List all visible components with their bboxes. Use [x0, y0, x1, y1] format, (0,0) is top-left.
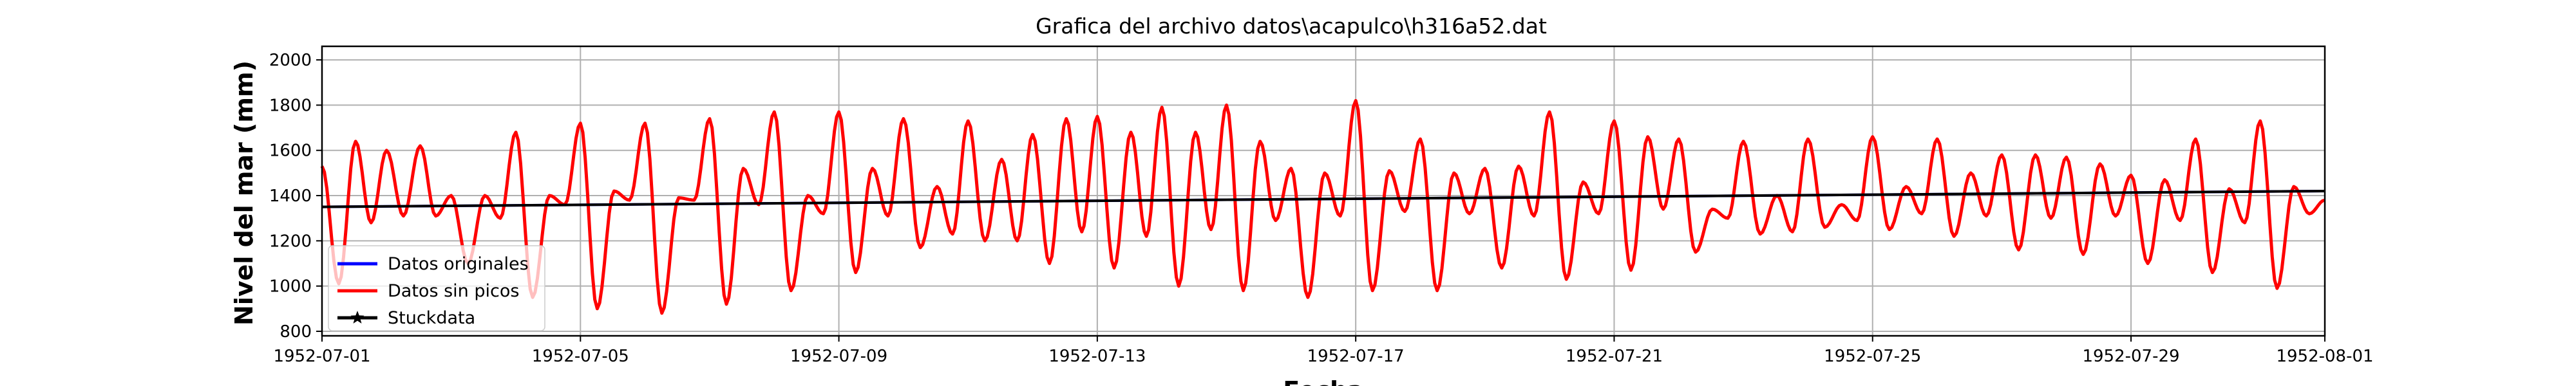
- legend-entry-label: Datos originales: [388, 254, 529, 274]
- x-axis-label: Fecha: [1283, 376, 1363, 386]
- legend-entry-label: Stuckdata: [388, 308, 475, 328]
- y-axis-ticks: 800 1000 1200 1400 1600 1800 2000: [269, 51, 322, 342]
- x-axis-ticks: 1952-07-01 1952-07-05 1952-07-09 1952-07-13…: [273, 336, 2374, 366]
- x-tick-label: 1952-07-25: [1824, 347, 1921, 366]
- y-tick-label: 2000: [269, 51, 312, 70]
- x-tick-label: 1952-07-17: [1307, 347, 1405, 366]
- x-tick-label: 1952-08-01: [2276, 347, 2373, 366]
- y-axis-label: Nivel del mar (mm): [230, 60, 258, 326]
- x-tick-label: 1952-07-13: [1048, 347, 1146, 366]
- series-layer: [320, 98, 2325, 315]
- plot-frame: [321, 45, 2326, 337]
- chart-title: Grafica del archivo datos\acapulco\h316a…: [1036, 14, 1547, 39]
- series-stuckdata: [321, 190, 2325, 208]
- series-datos-sin-picos: [320, 98, 2325, 315]
- legend-entry-label: Datos sin picos: [388, 281, 519, 301]
- x-tick-label: 1952-07-05: [532, 347, 629, 366]
- legend-box: [328, 245, 545, 331]
- y-tick-label: 1800: [269, 96, 312, 115]
- x-tick-label: 1952-07-29: [2082, 347, 2179, 366]
- x-tick-label: 1952-07-09: [790, 347, 887, 366]
- legend: Datos originales Datos sin picos Stuckdata: [328, 245, 545, 331]
- y-tick-label: 800: [279, 322, 312, 342]
- x-gridlines: [321, 46, 2325, 336]
- y-tick-label: 1200: [269, 232, 312, 251]
- legend-star-marker: [350, 311, 365, 324]
- x-tick-label: 1952-07-21: [1566, 347, 1663, 366]
- y-tick-label: 1600: [269, 142, 312, 161]
- x-tick-label: 1952-07-01: [273, 347, 370, 366]
- y-tick-label: 1000: [269, 277, 312, 297]
- y-tick-label: 1400: [269, 187, 312, 206]
